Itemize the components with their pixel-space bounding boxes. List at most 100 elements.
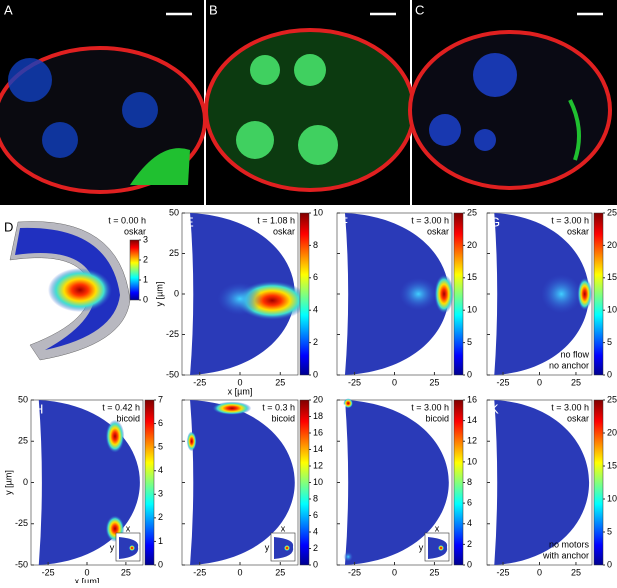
y-axis-label: y [µm] [3, 470, 13, 495]
x-tick-label: 25 [429, 377, 439, 387]
x-tick-label: 0 [84, 567, 89, 577]
colorbar-tick-label: 0 [467, 369, 472, 379]
inset-axis-label: x [281, 523, 286, 533]
time-label: t = 1.08 h [257, 215, 295, 225]
colorbar-tick-label: 2 [158, 512, 163, 522]
concentration-spot [577, 277, 592, 311]
panel-label: E [185, 214, 194, 229]
colorbar-tick-label: 2 [143, 254, 148, 264]
concentration-spot [343, 551, 353, 562]
colorbar-tick-label: 12 [467, 436, 477, 446]
domain-shape [494, 400, 590, 565]
colorbar-tick-label: 16 [313, 427, 323, 437]
species-label: oskar [567, 413, 589, 423]
panel-label: J [340, 401, 347, 416]
condition-label: no anchor [549, 360, 589, 370]
y-tick-label: -25 [166, 329, 179, 339]
colorbar-tick-label: 15 [607, 460, 617, 470]
colorbar-tick-label: 2 [313, 337, 318, 347]
colorbar-tick-label: 2 [467, 539, 472, 549]
x-tick-label: -25 [42, 567, 55, 577]
colorbar-tick-label: 0 [607, 559, 612, 569]
x-tick-label: 25 [571, 567, 581, 577]
domain-shape [344, 400, 449, 565]
species-label: oskar [427, 226, 449, 236]
colorbar-tick-label: 15 [467, 272, 477, 282]
x-tick-label: 0 [237, 567, 242, 577]
colorbar [593, 399, 604, 566]
colorbar-tick-label: 14 [313, 444, 323, 454]
y-tick-label: -25 [15, 518, 28, 528]
colorbar-tick-label: 8 [313, 493, 318, 503]
concentration-spot [217, 282, 263, 316]
time-label: t = 3.00 h [411, 215, 449, 225]
colorbar-tick-label: 4 [313, 526, 318, 536]
colorbar [299, 399, 310, 566]
colorbar-tick-label: 20 [313, 394, 323, 404]
time-label: t = 0.00 h [108, 215, 146, 225]
colorbar-tick-label: 4 [158, 465, 163, 475]
x-tick-label: 0 [392, 567, 397, 577]
colorbar-tick-label: 6 [313, 510, 318, 520]
x-tick-label: 0 [237, 377, 242, 387]
colorbar [593, 212, 604, 376]
y-tick-label: 0 [174, 288, 179, 298]
time-label: t = 3.00 h [551, 215, 589, 225]
concentration-spot [399, 277, 438, 311]
time-label: t = 0.3 h [262, 402, 295, 412]
micrograph [0, 0, 617, 205]
y-tick-label: -50 [15, 559, 28, 569]
y-axis-label: y [µm] [154, 282, 164, 307]
inset-spot [129, 545, 135, 551]
colorbar-tick-label: 10 [607, 493, 617, 503]
time-label: t = 3.00 h [411, 402, 449, 412]
x-tick-label: -25 [193, 377, 206, 387]
panel-label: B [209, 2, 218, 17]
concentration-spot [105, 419, 125, 453]
concentration-spot [343, 398, 353, 409]
colorbar-tick-label: 25 [467, 207, 477, 217]
colorbar-tick-label: 25 [607, 207, 617, 217]
colorbar-tick-label: 20 [607, 240, 617, 250]
panel-label: F [340, 214, 348, 229]
inset-axis-label: y [419, 542, 424, 552]
inset-shape [428, 537, 448, 559]
colorbar-tick-label: 6 [467, 498, 472, 508]
colorbar-tick-label: 14 [467, 415, 477, 425]
colorbar-tick-label: 4 [467, 518, 472, 528]
colorbar-tick-label: 0 [313, 369, 318, 379]
species-label: bicoid [116, 413, 140, 423]
time-label: t = 3.00 h [551, 402, 589, 412]
x-tick-label: 25 [429, 567, 439, 577]
inset-shape [274, 537, 294, 559]
x-tick-label: 25 [121, 567, 131, 577]
colorbar-tick-label: 8 [467, 477, 472, 487]
colorbar-tick-label: 12 [313, 460, 323, 470]
inset-axis-label: x [435, 523, 440, 533]
concentration-spot [434, 274, 454, 314]
colorbar-tick-label: 1 [143, 274, 148, 284]
concentration-spot [212, 401, 252, 415]
x-axis-label: x [µm] [75, 576, 100, 583]
colorbar-tick-label: 18 [313, 411, 323, 421]
x-tick-label: 0 [537, 377, 542, 387]
y-tick-label: -50 [166, 369, 179, 379]
colorbar [299, 212, 310, 376]
colorbar-tick-label: 6 [313, 272, 318, 282]
colorbar-tick-label: 0 [607, 369, 612, 379]
colorbar-tick-label: 10 [467, 305, 477, 315]
x-tick-label: -25 [497, 377, 510, 387]
colorbar [453, 399, 464, 566]
colorbar-tick-label: 20 [467, 240, 477, 250]
colorbar-tick-label: 5 [607, 526, 612, 536]
y-tick-label: 0 [23, 477, 28, 487]
x-tick-label: 0 [537, 567, 542, 577]
colorbar-tick-label: 3 [158, 489, 163, 499]
panel-label: H [34, 401, 43, 416]
colorbar [144, 399, 155, 566]
colorbar-tick-label: 8 [313, 240, 318, 250]
y-tick-label: 25 [18, 436, 28, 446]
colorbar-tick-label: 25 [607, 394, 617, 404]
3d-render [9, 221, 131, 361]
